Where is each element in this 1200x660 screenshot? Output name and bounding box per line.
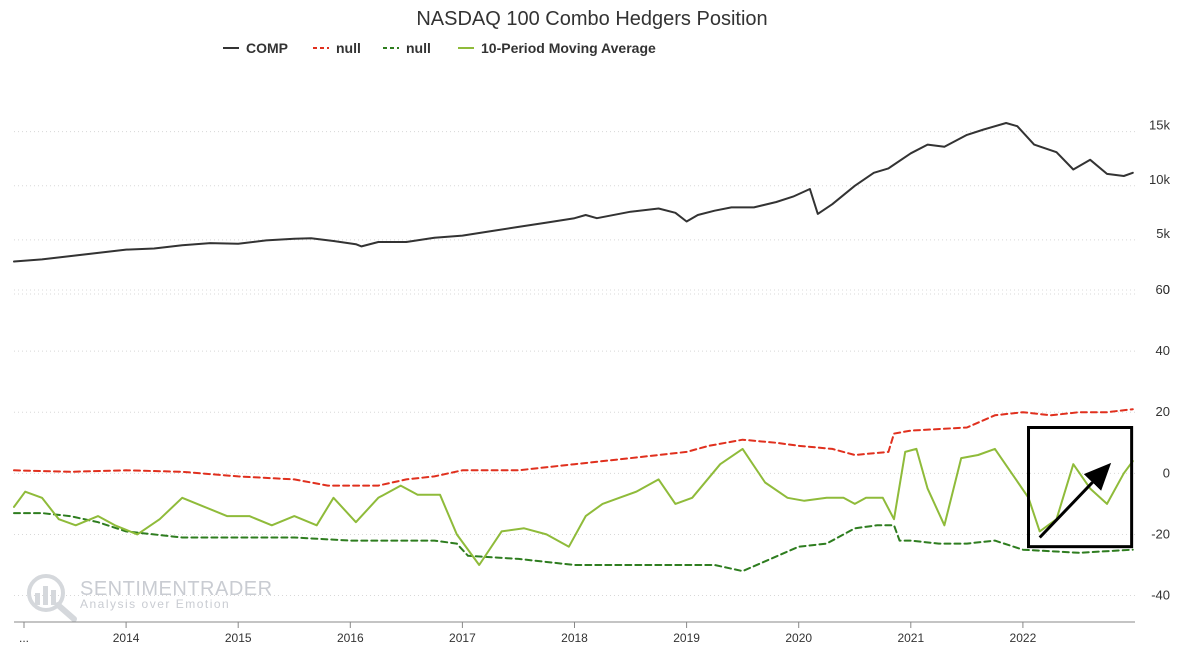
lower-y-tick-label: 20: [1156, 404, 1170, 419]
x-tick-label: 2020: [785, 631, 812, 645]
lower-y-tick-label: -40: [1151, 588, 1170, 603]
lower-series-null-1: [13, 512, 1134, 573]
legend-item-null-1[interactable]: null: [313, 40, 361, 56]
chart-title: NASDAQ 100 Combo Hedgers Position: [416, 8, 767, 30]
x-axis: ... 2014 2015 2016 2017 2018 2019 2020 2021 2022: [19, 622, 1037, 645]
x-tick-label: 2019: [673, 631, 700, 645]
x-tick-label: 2022: [1010, 631, 1037, 645]
legend-item-10-period-moving-average-3[interactable]: 10-Period Moving Average: [458, 40, 656, 56]
legend-label: null: [336, 40, 361, 56]
x-tick-label: 2021: [897, 631, 924, 645]
upper-series-comp-0: [13, 122, 1134, 263]
lower-y-tick-label: 0: [1163, 465, 1170, 480]
series-layer: [13, 122, 1134, 573]
legend-label: null: [406, 40, 431, 56]
legend-label: COMP: [246, 40, 288, 56]
x-tick-label: 2018: [561, 631, 588, 645]
x-tick-label-first: ...: [19, 631, 29, 645]
upper-y-tick-label: 5k: [1156, 226, 1170, 241]
lower-y-axis: -40 -20 0 20 40 60: [1151, 282, 1170, 603]
upper-y-axis: 0 5k 10k 15k: [1149, 118, 1170, 297]
annotation-box: [1027, 426, 1134, 549]
lower-series-10-period-moving-average-2: [13, 447, 1134, 566]
x-tick-label: 2014: [113, 631, 140, 645]
annotation-arrow: [1038, 462, 1112, 539]
x-tick-label: 2016: [337, 631, 364, 645]
annotations: [1027, 426, 1134, 549]
legend-label: 10-Period Moving Average: [481, 40, 656, 56]
lower-series-null-0: [13, 408, 1134, 487]
lower-y-tick-label: 60: [1156, 282, 1170, 297]
x-tick-label: 2017: [449, 631, 476, 645]
legend-item-comp-0[interactable]: COMP: [223, 40, 288, 56]
upper-y-tick-label: 0: [1163, 282, 1170, 297]
x-tick-label: 2015: [225, 631, 252, 645]
upper-y-tick-label: 15k: [1149, 118, 1170, 133]
watermark: SENTIMENTRADER Analysis over Emotion: [27, 574, 273, 622]
legend: COMP null null 10-Period Moving Average: [223, 40, 656, 56]
lower-y-tick-label: 40: [1156, 343, 1170, 358]
watermark-brand: SENTIMENTRADER: [80, 578, 273, 600]
lower-y-tick-label: -20: [1151, 526, 1170, 541]
upper-y-tick-label: 10k: [1149, 172, 1170, 187]
legend-item-null-2[interactable]: null: [383, 40, 431, 56]
watermark-tagline: Analysis over Emotion: [80, 597, 230, 611]
magnifier-logo-icon: [27, 574, 77, 622]
